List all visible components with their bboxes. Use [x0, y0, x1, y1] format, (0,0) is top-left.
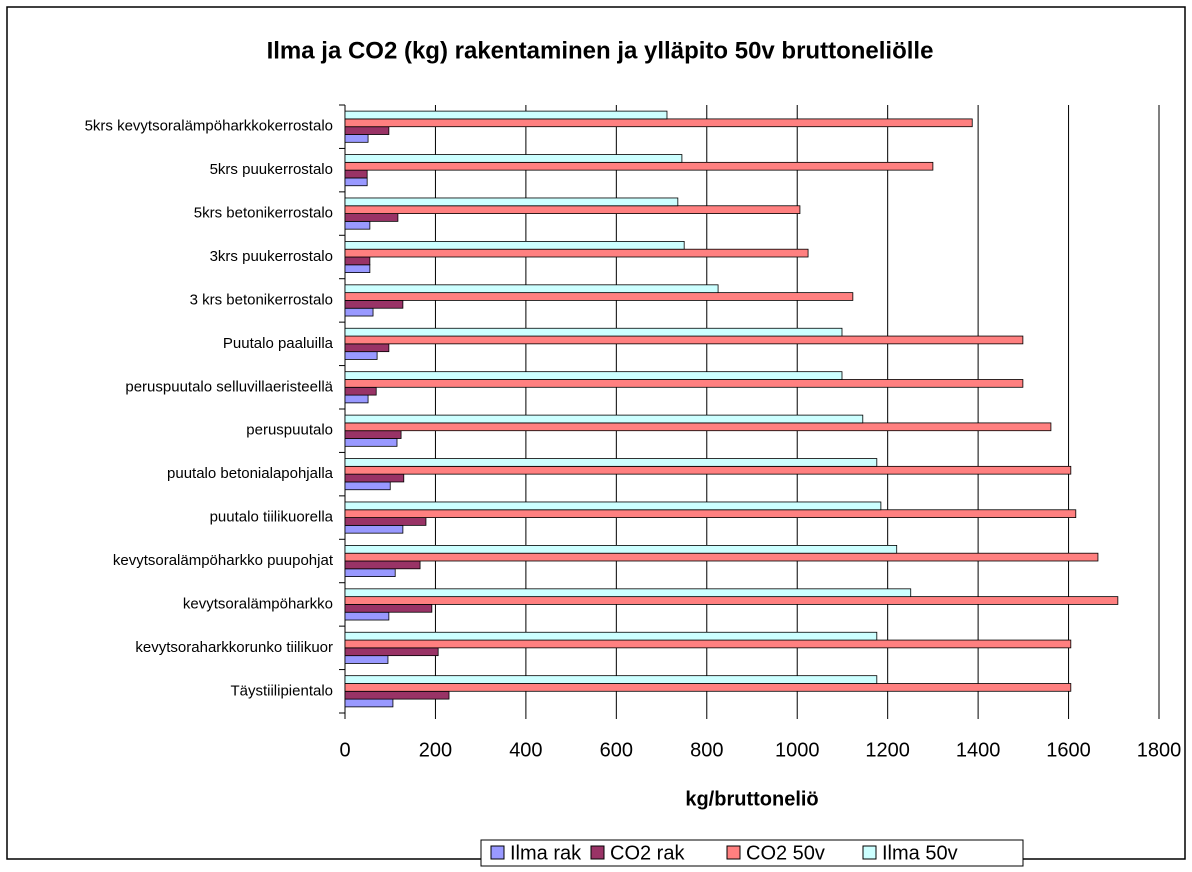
- bar: [344, 256, 371, 266]
- legend-label: Ilma 50v: [882, 842, 958, 864]
- bar: [344, 698, 394, 708]
- bar: [344, 343, 390, 353]
- bar: [344, 371, 843, 380]
- x-tick-label: 1800: [1137, 739, 1182, 761]
- bar: [344, 501, 882, 511]
- bar: [344, 177, 368, 187]
- bar: [344, 213, 399, 222]
- bar: [344, 588, 912, 598]
- bar: [344, 118, 973, 128]
- bar: [344, 458, 878, 467]
- bar: [344, 552, 1099, 562]
- bar: [344, 524, 404, 534]
- y-tick-label: kevytsoralämpöharkko puupohjat: [113, 552, 334, 569]
- legend-swatch: [490, 845, 505, 860]
- legend-label: CO2 rak: [610, 842, 685, 864]
- y-tick-label: puutalo betonialapohjalla: [167, 465, 334, 482]
- bar: [344, 126, 390, 135]
- bar: [344, 205, 801, 214]
- bar: [344, 110, 668, 120]
- bar: [344, 545, 898, 554]
- bar: [344, 248, 809, 258]
- legend-swatch: [726, 845, 741, 860]
- bar: [344, 351, 378, 360]
- legend-label: CO2 50v: [746, 842, 825, 864]
- y-tick-label: 5krs puukerrostalo: [210, 161, 333, 178]
- bar: [344, 300, 404, 309]
- y-tick-label: kevytsoralämpöharkko: [183, 595, 333, 612]
- legend-swatch: [862, 845, 877, 860]
- bar: [344, 647, 439, 657]
- y-tick-label: 3krs puukerrostalo: [210, 248, 333, 265]
- bar: [344, 197, 679, 207]
- bar: [344, 611, 390, 621]
- bar: [344, 430, 402, 439]
- bar: [344, 161, 934, 171]
- y-tick-label: peruspuutalo: [246, 422, 333, 439]
- bar: [344, 604, 433, 613]
- x-tick-label: 1600: [1046, 739, 1091, 761]
- bar: [344, 690, 450, 700]
- x-tick-label: 1400: [956, 739, 1001, 761]
- y-tick-label: 5krs kevytsoralämpöharkkokerrostalo: [85, 118, 333, 135]
- bar: [344, 473, 405, 483]
- y-tick-label: Täystiilipientalo: [230, 682, 333, 699]
- bar: [344, 438, 398, 447]
- bar: [344, 414, 864, 424]
- bar: [344, 327, 843, 337]
- bar: [344, 154, 683, 163]
- bar: [344, 560, 421, 570]
- y-tick-label: Puutalo paaluilla: [223, 335, 334, 352]
- chart-title: Ilma ja CO2 (kg) rakentaminen ja ylläpit…: [267, 37, 934, 64]
- y-tick-label: 3 krs betonikerrostalo: [190, 291, 333, 308]
- bar: [344, 509, 1077, 518]
- x-tick-label: 0: [339, 739, 350, 761]
- bar: [344, 596, 1119, 605]
- y-tick-label: puutalo tiilikuorella: [210, 509, 334, 526]
- bar: [344, 568, 396, 577]
- bar: [344, 683, 1072, 692]
- bar: [344, 240, 685, 250]
- bar: [344, 655, 389, 664]
- legend-label: Ilma rak: [510, 842, 582, 864]
- y-tick-label: kevytsoraharkkorunko tiilikuor: [135, 639, 333, 656]
- bar: [344, 517, 427, 526]
- bar: [344, 335, 1024, 345]
- bar: [344, 220, 371, 230]
- bar: [344, 465, 1072, 475]
- bar: [344, 481, 391, 491]
- x-tick-label: 400: [509, 739, 542, 761]
- bar: [344, 134, 369, 143]
- x-tick-label: 200: [419, 739, 452, 761]
- x-tick-label: 600: [600, 739, 633, 761]
- bar: [344, 169, 368, 179]
- bar: [344, 307, 374, 317]
- bar: [344, 386, 377, 396]
- x-tick-label: 800: [690, 739, 723, 761]
- x-axis-label: kg/bruttoneliö: [685, 788, 818, 810]
- legend-swatch: [590, 845, 605, 860]
- bar: [344, 394, 369, 404]
- y-tick-label: 5krs betonikerrostalo: [194, 205, 333, 222]
- x-tick-label: 1200: [865, 739, 910, 761]
- bar: [344, 264, 371, 273]
- bar: [344, 284, 719, 294]
- bar: [344, 292, 854, 301]
- bar: [344, 631, 878, 641]
- bar: [344, 639, 1072, 649]
- bar: [344, 675, 878, 684]
- y-tick-label: peruspuutalo selluvillaeristeellä: [125, 378, 333, 395]
- bar: [344, 422, 1052, 432]
- chart-border: [6, 6, 1186, 860]
- x-tick-label: 1000: [775, 739, 820, 761]
- bar: [344, 379, 1024, 388]
- legend-box: [480, 839, 1024, 867]
